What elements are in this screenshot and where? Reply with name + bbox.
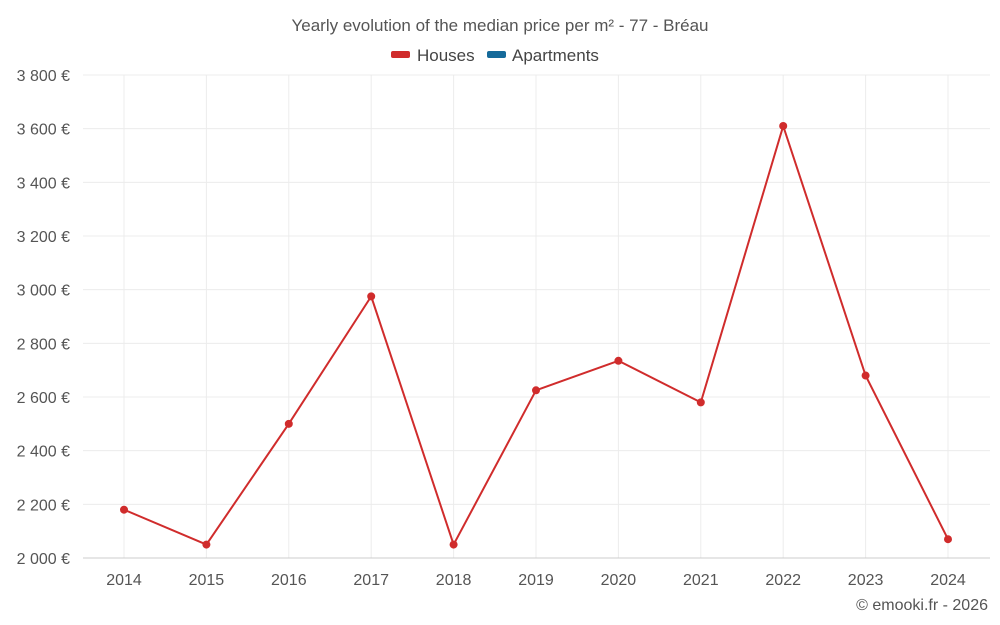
legend-item-apartments[interactable]: Apartments	[487, 46, 599, 65]
legend-item-houses[interactable]: Houses	[391, 46, 475, 65]
x-tick-label: 2022	[765, 572, 801, 589]
y-tick-label: 3 400 €	[17, 175, 70, 192]
x-gridlines	[123, 75, 949, 558]
legend-swatch-houses	[391, 51, 410, 58]
x-axis-ticks: 2014 2015 2016 2017 2018 2019 2020 2021 2022 2023…	[106, 572, 966, 589]
x-tick-label: 2014	[106, 572, 142, 589]
x-tick-label: 2020	[601, 572, 637, 589]
y-tick-label: 2 200 €	[17, 497, 70, 514]
series-layer	[120, 121, 952, 549]
legend-label-apartments: Apartments	[512, 46, 599, 65]
data-point-houses[interactable]	[284, 419, 293, 428]
legend-label-houses: Houses	[417, 46, 475, 65]
x-tick-label: 2021	[683, 572, 719, 589]
y-tick-label: 3 600 €	[17, 122, 70, 139]
x-tick-label: 2019	[518, 572, 554, 589]
x-tick-label: 2016	[271, 572, 307, 589]
data-point-houses[interactable]	[614, 356, 623, 365]
data-point-houses[interactable]	[532, 386, 540, 395]
y-tick-label: 3 800 €	[17, 68, 70, 85]
x-tick-label: 2015	[189, 572, 225, 589]
y-tick-label: 2 600 €	[17, 390, 70, 407]
legend: Houses Apartments	[391, 46, 599, 65]
x-tick-label: 2018	[436, 572, 472, 589]
y-tick-label: 3 200 €	[17, 229, 70, 246]
y-tick-label: 2 800 €	[17, 336, 70, 353]
x-tick-label: 2024	[930, 572, 966, 589]
data-point-houses[interactable]	[120, 505, 128, 514]
x-tick-label: 2023	[848, 572, 884, 589]
y-tick-label: 2 000 €	[17, 551, 70, 568]
x-tick-label: 2017	[353, 572, 389, 589]
credit-text: © emooki.fr - 2026	[856, 597, 988, 614]
chart-title: Yearly evolution of the median price per…	[291, 16, 708, 35]
y-tick-label: 2 400 €	[17, 444, 70, 461]
data-point-houses[interactable]	[202, 540, 211, 549]
y-tick-label: 3 000 €	[17, 283, 70, 300]
data-point-houses[interactable]	[696, 398, 705, 407]
data-point-houses[interactable]	[449, 540, 458, 549]
data-point-houses[interactable]	[944, 535, 952, 544]
y-axis-ticks: 2 000 € 2 200 € 2 400 € 2 600 € 2 800 € 3 000…	[17, 68, 70, 568]
data-point-houses[interactable]	[861, 371, 870, 380]
data-point-houses[interactable]	[779, 121, 788, 130]
data-point-houses[interactable]	[367, 292, 376, 301]
legend-swatch-apartments	[487, 51, 506, 58]
